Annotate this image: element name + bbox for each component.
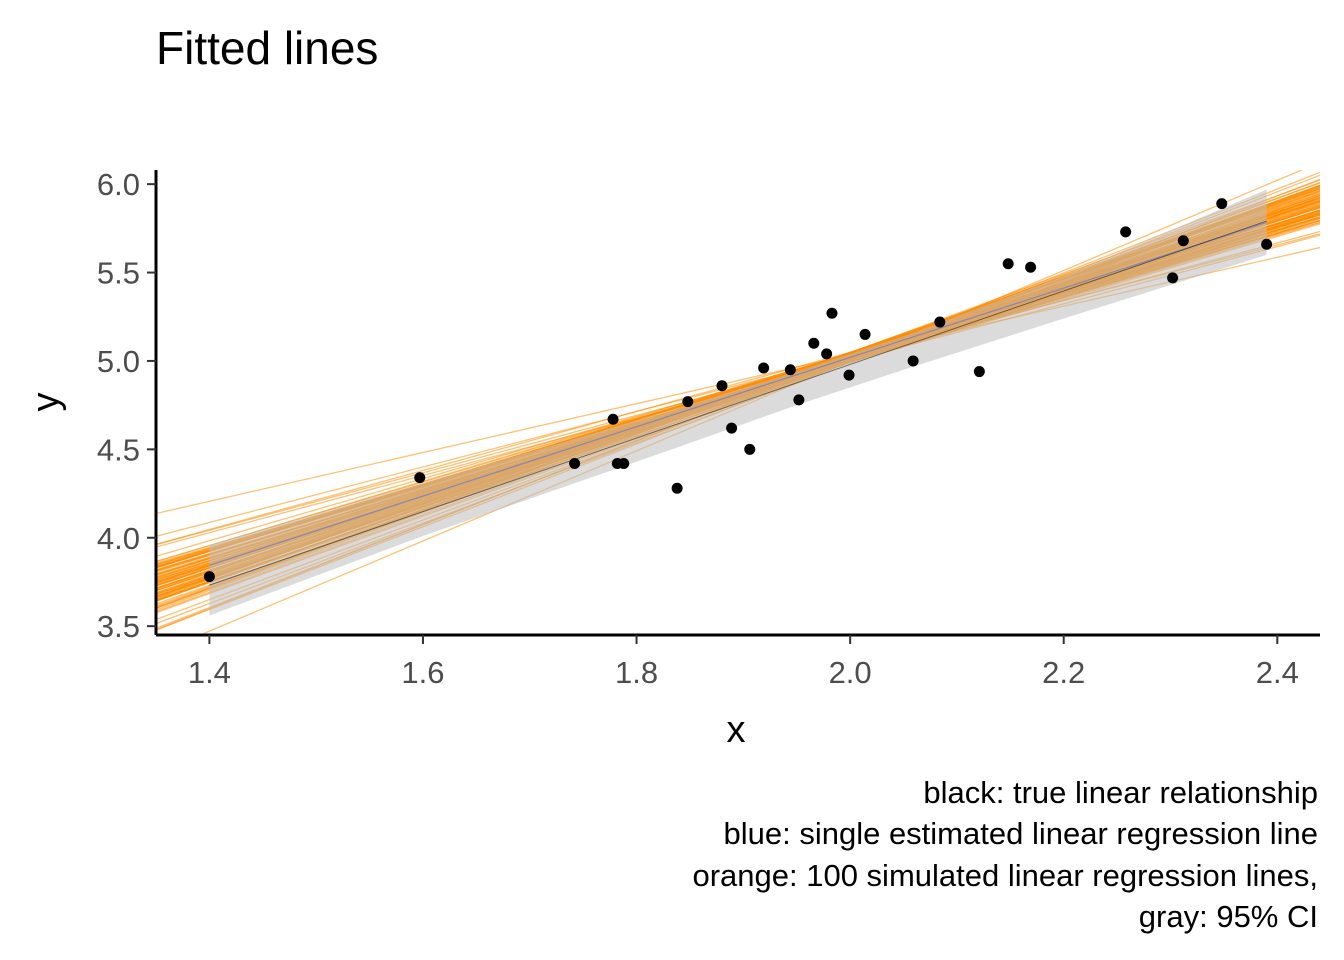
data-point <box>793 394 805 406</box>
data-point <box>569 457 581 469</box>
y-tick-label: 4.0 <box>97 521 140 556</box>
data-point <box>1216 198 1228 210</box>
y-tick-label: 5.5 <box>97 256 140 291</box>
data-point <box>859 328 871 340</box>
caption: black: true linear relationship blue: si… <box>692 775 1318 934</box>
data-point <box>671 482 683 494</box>
data-point <box>1120 226 1132 238</box>
data-point <box>973 366 985 378</box>
axes: 1.4 1.6 1.8 2.0 2.2 2.4 3.5 4.0 4.5 5.0 5.5 6.0 <box>97 167 1320 690</box>
data-point <box>682 396 694 408</box>
x-tick-label: 2.4 <box>1256 655 1299 690</box>
data-point <box>414 472 426 484</box>
data-point <box>203 571 215 583</box>
x-tick-label: 2.0 <box>829 655 872 690</box>
true-line <box>209 220 1267 586</box>
y-tick-label: 3.5 <box>97 609 140 644</box>
data-point <box>1177 235 1189 247</box>
data-point <box>744 443 756 455</box>
reference-lines <box>209 220 1267 586</box>
plot-area <box>156 170 1320 635</box>
data-point <box>716 380 728 392</box>
x-axis-label: x <box>727 709 746 751</box>
data-point <box>1002 258 1014 270</box>
caption-line-2: blue: single estimated linear regression… <box>724 816 1319 851</box>
ci-band <box>209 189 1267 616</box>
data-points <box>203 198 1273 583</box>
y-tick-label: 6.0 <box>97 167 140 202</box>
y-axis-label: y <box>25 393 67 412</box>
data-point <box>1025 261 1037 273</box>
x-tick-label: 1.8 <box>615 655 658 690</box>
x-tick-label: 1.6 <box>401 655 444 690</box>
data-point <box>907 355 919 367</box>
x-tick-label: 1.4 <box>188 655 231 690</box>
chart-title: Fitted lines <box>156 22 378 74</box>
data-point <box>784 364 796 376</box>
data-point <box>826 307 838 319</box>
caption-line-1: black: true linear relationship <box>923 775 1318 810</box>
ci-band-group <box>209 189 1267 616</box>
data-point <box>726 422 738 434</box>
data-point <box>758 362 770 374</box>
x-tick-label: 2.2 <box>1042 655 1085 690</box>
data-point <box>808 337 820 349</box>
data-point <box>1261 238 1273 250</box>
data-point <box>618 457 630 469</box>
fit-line <box>209 221 1267 566</box>
data-point <box>607 413 619 425</box>
data-point <box>843 369 855 381</box>
data-point <box>821 348 833 360</box>
data-point <box>1167 272 1179 284</box>
data-point <box>934 316 946 328</box>
y-tick-label: 5.0 <box>97 344 140 379</box>
caption-line-4: gray: 95% CI <box>1139 899 1318 934</box>
caption-line-3: orange: 100 simulated linear regression … <box>692 858 1318 893</box>
y-tick-label: 4.5 <box>97 432 140 467</box>
